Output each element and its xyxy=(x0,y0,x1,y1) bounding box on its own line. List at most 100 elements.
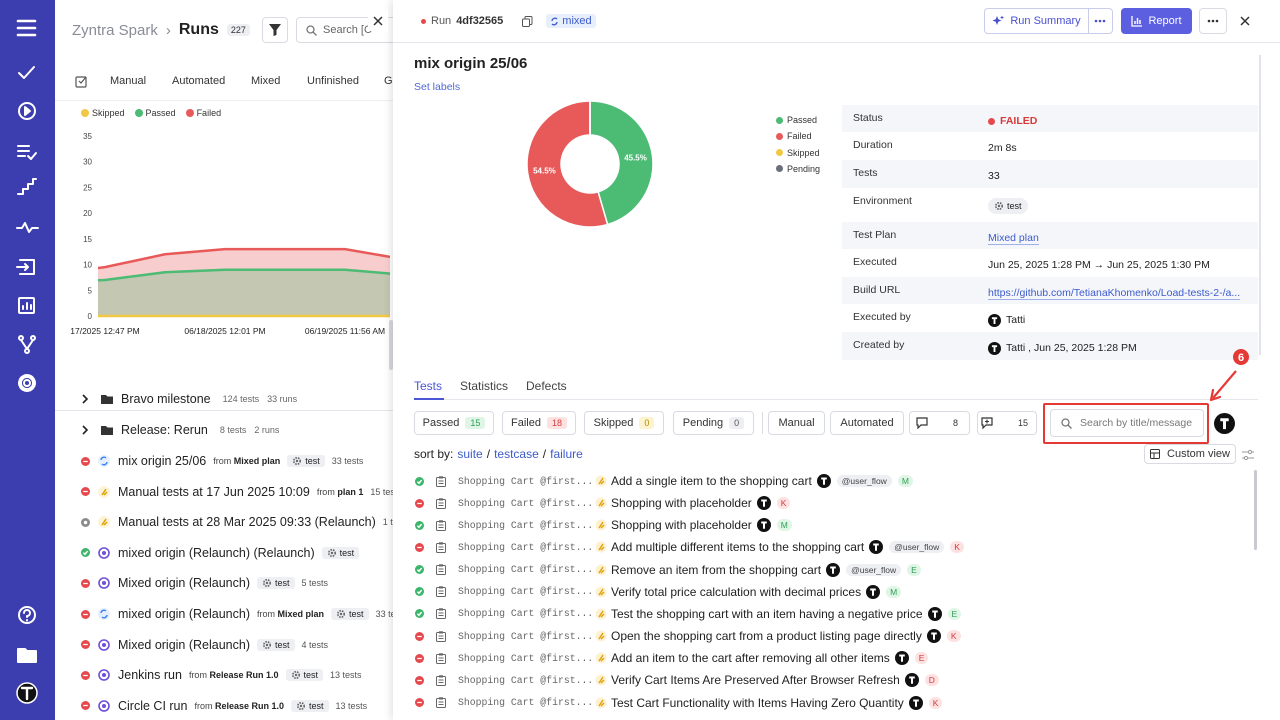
test-row[interactable]: Shopping Cart @first...Shopping with pla… xyxy=(415,514,792,536)
user-avatar xyxy=(988,314,1001,327)
detail-tab[interactable]: Statistics xyxy=(460,376,508,396)
check-icon[interactable] xyxy=(19,67,34,78)
milestone-row[interactable]: Release: Rerun8 tests2 runs xyxy=(80,419,279,441)
run-tab[interactable]: Automated xyxy=(172,71,225,91)
run-title: Manual tests at 28 Mar 2025 09:33 (Relau… xyxy=(118,515,376,529)
run-row[interactable]: Mixed origin (Relaunch)test5 tests xyxy=(81,572,328,594)
close-panel-button[interactable] xyxy=(1237,13,1253,29)
test-case-icon xyxy=(436,631,446,642)
panel-more-button[interactable] xyxy=(1199,8,1227,34)
test-label: M xyxy=(886,586,901,598)
user-avatar[interactable] xyxy=(1214,413,1235,434)
settings-icon[interactable] xyxy=(20,376,34,390)
test-row[interactable]: Shopping Cart @first...Verify total pric… xyxy=(415,581,901,603)
help-icon[interactable] xyxy=(19,607,35,623)
filter-button[interactable]: 8 xyxy=(909,411,970,435)
plans-icon[interactable] xyxy=(18,146,36,159)
test-row[interactable]: Shopping Cart @first...Test Cart Functio… xyxy=(415,692,942,714)
milestone-row[interactable]: Bravo milestone124 tests33 runs xyxy=(80,388,297,410)
sidebar xyxy=(0,0,55,720)
user-avatar[interactable] xyxy=(17,683,37,703)
icon-part xyxy=(1150,449,1161,460)
icon-part xyxy=(1216,20,1219,23)
test-row[interactable]: Shopping Cart @first...Shopping with pla… xyxy=(415,492,790,514)
test-row[interactable]: Shopping Cart @first...Remove an item fr… xyxy=(415,559,921,581)
test-row[interactable]: Shopping Cart @first...Open the shopping… xyxy=(415,625,961,647)
run-kind-badge: mixed xyxy=(546,14,595,28)
icon-part xyxy=(437,566,446,575)
user-avatar xyxy=(988,342,1001,355)
pulse-icon[interactable] xyxy=(17,223,38,232)
detail-link[interactable]: Mixed plan xyxy=(988,232,1039,245)
filter-button[interactable]: Skipped0 xyxy=(584,411,664,435)
steps-icon[interactable] xyxy=(18,179,36,194)
expand-chevron xyxy=(80,425,90,435)
test-title: Shopping with placeholder xyxy=(611,518,752,532)
run-summary-button[interactable]: Run Summary xyxy=(984,8,1089,34)
run-row[interactable]: Manual tests at 28 Mar 2025 09:33 (Relau… xyxy=(81,511,393,533)
icon-part xyxy=(415,609,424,618)
folder-icon[interactable] xyxy=(18,649,36,662)
run-row[interactable]: mixed origin (Relaunch) (Relaunch)test xyxy=(81,542,359,564)
import-icon[interactable] xyxy=(17,260,34,274)
icon-part xyxy=(23,303,31,309)
branch-icon[interactable] xyxy=(19,336,35,353)
sort-option[interactable]: suite xyxy=(457,447,482,461)
run-tab[interactable]: Manual xyxy=(110,71,146,91)
test-row[interactable]: Shopping Cart @first...Add multiple diff… xyxy=(415,536,964,558)
report-button[interactable]: Report xyxy=(1121,8,1192,34)
analytics-icon[interactable] xyxy=(19,298,34,313)
close-runs-button[interactable] xyxy=(368,11,388,31)
filter-button[interactable]: Passed15 xyxy=(414,411,494,435)
test-suite: Shopping Cart @first... xyxy=(458,542,595,553)
detail-link[interactable]: https://github.com/TetianaKhomenko/Load-… xyxy=(988,287,1240,300)
menu-icon[interactable] xyxy=(18,21,35,35)
run-row[interactable]: Jenkins runfrom Release Run 1.0test13 te… xyxy=(81,664,362,686)
filter-button[interactable]: 15 xyxy=(977,411,1037,435)
icon-part xyxy=(439,675,443,677)
test-row[interactable]: Shopping Cart @first...Verify Cart Items… xyxy=(415,669,939,691)
run-tab[interactable]: Unfinished xyxy=(307,71,359,91)
test-row[interactable]: Shopping Cart @first...Test the shopping… xyxy=(415,603,961,625)
runs-icon[interactable] xyxy=(19,103,35,119)
icon-part xyxy=(595,652,607,664)
icon-part xyxy=(294,674,296,676)
test-author-avatar xyxy=(869,540,883,554)
test-case-icon xyxy=(436,564,446,575)
filter-count: 15 xyxy=(1013,417,1033,429)
filter-button[interactable]: Automated xyxy=(830,411,904,435)
run-tab[interactable]: Mixed xyxy=(251,71,280,91)
run-row[interactable]: mixed origin (Relaunch)from Mixed plante… xyxy=(81,603,393,625)
filter-button[interactable]: Failed18 xyxy=(502,411,576,435)
run-row[interactable]: mix origin 25/06from Mixed plantest33 te… xyxy=(81,450,363,472)
run-row[interactable]: Mixed origin (Relaunch)test4 tests xyxy=(81,634,328,656)
test-row[interactable]: Shopping Cart @first...Add an item to th… xyxy=(415,647,928,669)
set-labels-link[interactable]: Set labels xyxy=(414,77,460,97)
detail-label: Build URL xyxy=(853,280,900,300)
filter-button[interactable]: Pending0 xyxy=(673,411,754,435)
summary-more-button[interactable] xyxy=(1088,8,1113,34)
sort-option[interactable]: testcase xyxy=(494,447,539,461)
icon-part xyxy=(83,705,88,706)
filter-button[interactable] xyxy=(262,17,288,43)
test-type-icon xyxy=(595,475,607,487)
view-settings[interactable] xyxy=(1242,448,1254,460)
icon-part xyxy=(1212,20,1215,23)
test-row[interactable]: Shopping Cart @first...Add a single item… xyxy=(415,470,913,492)
env-name: test xyxy=(305,456,320,466)
custom-view-button[interactable]: Custom view xyxy=(1144,444,1236,464)
run-type-icon xyxy=(97,454,111,468)
run-tab[interactable]: G xyxy=(384,71,393,91)
filter-button[interactable]: Manual xyxy=(768,411,825,435)
icon-part xyxy=(595,475,607,487)
test-label: M xyxy=(898,475,913,487)
detail-tab[interactable]: Tests xyxy=(414,376,442,396)
user-name: Tatti , Jun 25, 2025 1:28 PM xyxy=(1006,342,1137,354)
test-title: Remove an item from the shopping cart xyxy=(611,563,821,577)
detail-tab[interactable]: Defects xyxy=(526,376,567,396)
run-row[interactable]: Manual tests at 17 Jun 2025 10:09from pl… xyxy=(81,481,393,503)
icon-part xyxy=(439,547,444,550)
sort-option[interactable]: failure xyxy=(550,447,583,461)
run-row[interactable]: Circle CI runfrom Release Run 1.0test13 … xyxy=(81,695,367,717)
expand-chevron xyxy=(80,394,90,404)
